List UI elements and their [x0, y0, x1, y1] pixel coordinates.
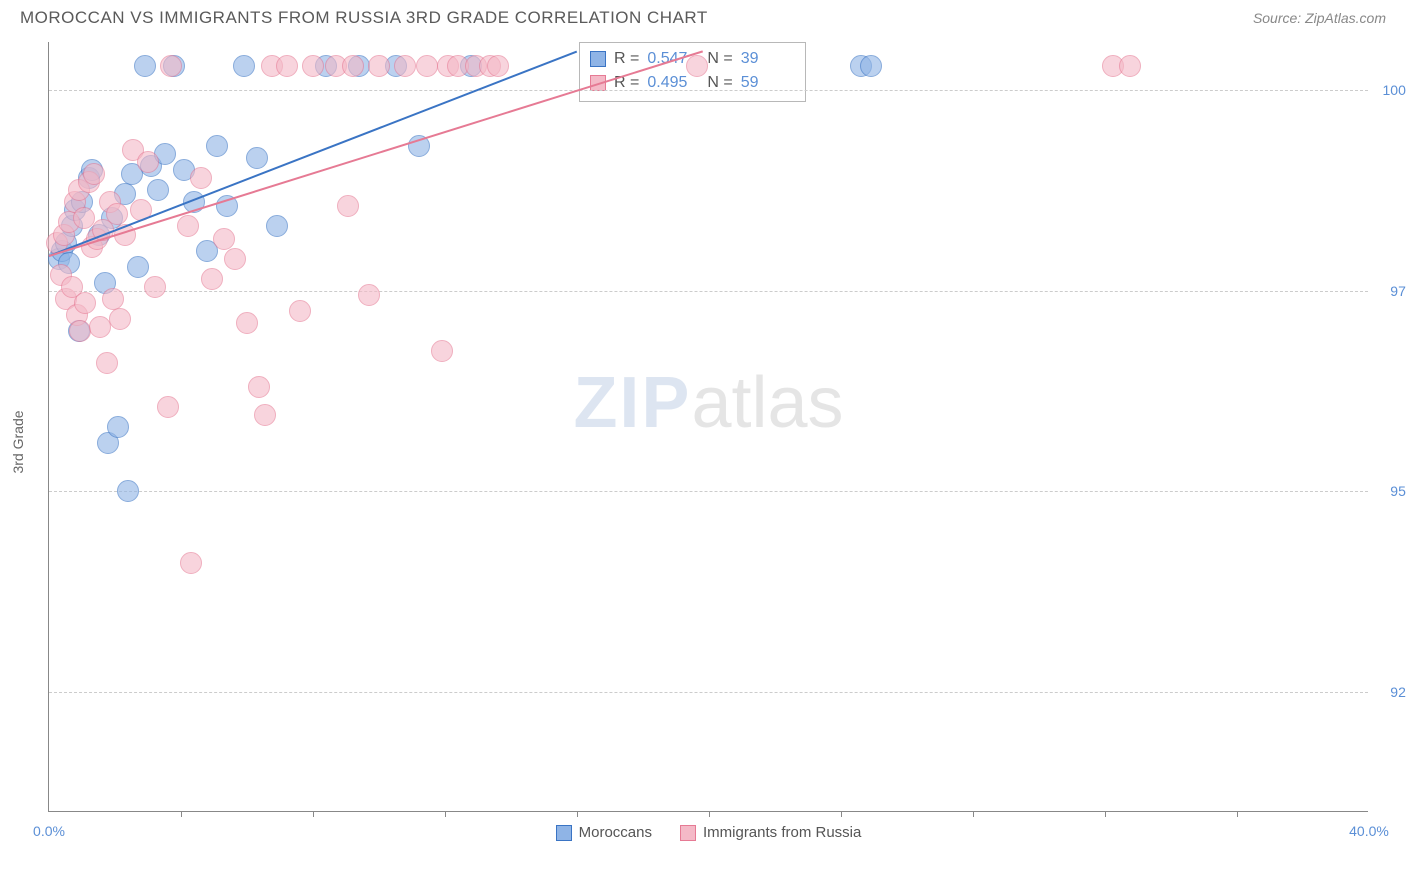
scatter-point: [416, 55, 438, 77]
scatter-point: [236, 312, 258, 334]
watermark: ZIPatlas: [573, 362, 843, 444]
scatter-point: [248, 376, 270, 398]
x-tick: [577, 811, 578, 817]
chart-area: 3rd Grade ZIPatlas R =0.547N =39R =0.495…: [0, 32, 1406, 852]
scatter-point: [177, 215, 199, 237]
scatter-point: [358, 284, 380, 306]
scatter-point: [157, 396, 179, 418]
scatter-point: [368, 55, 390, 77]
scatter-point: [134, 55, 156, 77]
legend-label-russia: Immigrants from Russia: [703, 824, 861, 841]
y-axis-label: 3rd Grade: [10, 410, 26, 473]
scatter-point: [254, 404, 276, 426]
scatter-point: [289, 300, 311, 322]
chart-title: MOROCCAN VS IMMIGRANTS FROM RUSSIA 3RD G…: [20, 8, 708, 28]
scatter-point: [160, 55, 182, 77]
scatter-point: [106, 203, 128, 225]
x-tick: [1237, 811, 1238, 817]
x-tick: [445, 811, 446, 817]
scatter-point: [342, 55, 364, 77]
gridline-h: [49, 491, 1368, 492]
legend-swatch-moroccans: [556, 825, 572, 841]
stat-n-value: 59: [741, 71, 793, 95]
scatter-point: [233, 55, 255, 77]
scatter-point: [73, 207, 95, 229]
scatter-point: [206, 135, 228, 157]
legend-item-moroccans: Moroccans: [556, 824, 652, 841]
stat-r-label: R =: [614, 47, 639, 71]
chart-header: MOROCCAN VS IMMIGRANTS FROM RUSSIA 3RD G…: [0, 0, 1406, 32]
scatter-point: [1119, 55, 1141, 77]
scatter-point: [96, 352, 118, 374]
legend-swatch-russia: [680, 825, 696, 841]
scatter-point: [83, 163, 105, 185]
gridline-h: [49, 90, 1368, 91]
scatter-point: [337, 195, 359, 217]
legend-item-russia: Immigrants from Russia: [680, 824, 861, 841]
x-tick-label: 0.0%: [33, 823, 65, 839]
scatter-point: [147, 179, 169, 201]
x-tick: [709, 811, 710, 817]
x-tick: [973, 811, 974, 817]
y-tick-label: 95.0%: [1390, 483, 1406, 499]
y-tick-label: 100.0%: [1383, 82, 1406, 98]
gridline-h: [49, 291, 1368, 292]
x-tick: [1105, 811, 1106, 817]
scatter-point: [144, 276, 166, 298]
scatter-point: [201, 268, 223, 290]
legend-label-moroccans: Moroccans: [579, 824, 652, 841]
stat-n-label: N =: [707, 71, 732, 95]
scatter-point: [190, 167, 212, 189]
scatter-point: [117, 480, 139, 502]
scatter-point: [109, 308, 131, 330]
scatter-point: [180, 552, 202, 574]
x-tick: [841, 811, 842, 817]
plot-region: ZIPatlas R =0.547N =39R =0.495N =59 Moro…: [48, 42, 1368, 812]
scatter-point: [860, 55, 882, 77]
scatter-point: [74, 292, 96, 314]
source-prefix: Source:: [1253, 10, 1305, 26]
stat-n-value: 39: [741, 47, 793, 71]
scatter-point: [276, 55, 298, 77]
x-tick: [181, 811, 182, 817]
scatter-point: [102, 288, 124, 310]
scatter-point: [487, 55, 509, 77]
scatter-point: [394, 55, 416, 77]
stat-n-label: N =: [707, 47, 732, 71]
scatter-point: [69, 320, 91, 342]
scatter-point: [89, 316, 111, 338]
scatter-point: [137, 151, 159, 173]
scatter-point: [213, 228, 235, 250]
gridline-h: [49, 692, 1368, 693]
legend: Moroccans Immigrants from Russia: [49, 824, 1368, 841]
scatter-point: [224, 248, 246, 270]
scatter-point: [246, 147, 268, 169]
scatter-point: [302, 55, 324, 77]
watermark-part2: atlas: [691, 363, 843, 443]
y-tick-label: 92.5%: [1390, 684, 1406, 700]
source-name: ZipAtlas.com: [1305, 10, 1386, 26]
x-tick-label: 40.0%: [1349, 823, 1389, 839]
chart-source: Source: ZipAtlas.com: [1253, 10, 1386, 26]
y-tick-label: 97.5%: [1390, 283, 1406, 299]
scatter-point: [266, 215, 288, 237]
stats-swatch: [590, 51, 606, 67]
scatter-point: [107, 416, 129, 438]
scatter-point: [431, 340, 453, 362]
watermark-part1: ZIP: [573, 363, 691, 443]
scatter-point: [686, 55, 708, 77]
x-tick: [313, 811, 314, 817]
scatter-point: [127, 256, 149, 278]
